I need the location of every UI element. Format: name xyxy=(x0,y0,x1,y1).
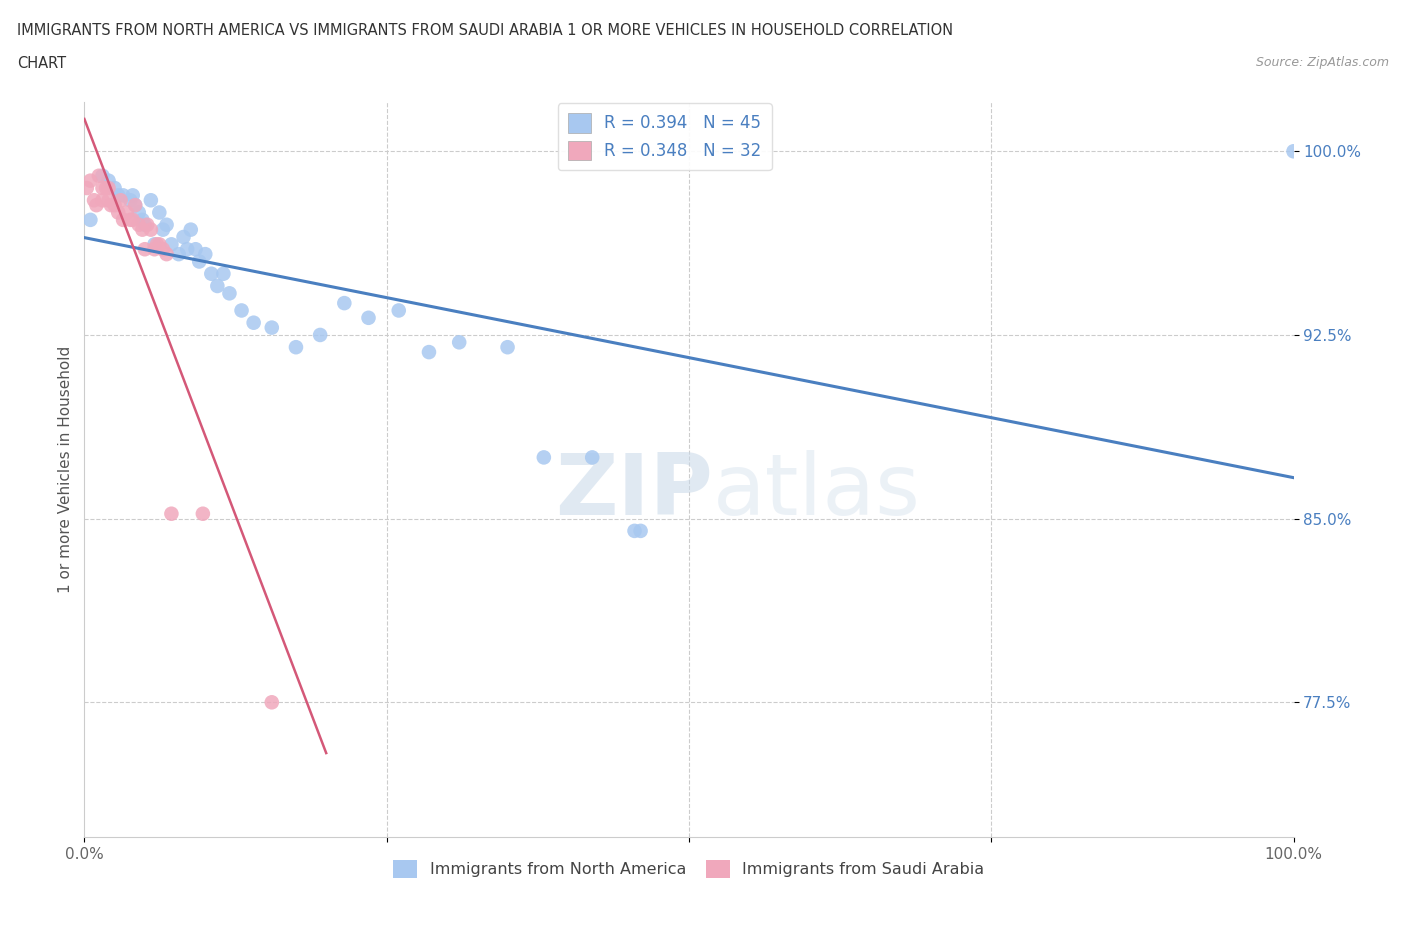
Point xyxy=(112,188,135,203)
Point xyxy=(107,206,129,220)
Point xyxy=(284,339,308,354)
Text: ZIP: ZIP xyxy=(555,450,713,533)
Legend: Immigrants from North America, Immigrants from Saudi Arabia: Immigrants from North America, Immigrant… xyxy=(387,854,991,884)
Point xyxy=(110,193,132,207)
Point xyxy=(191,506,214,521)
Point xyxy=(167,246,190,261)
Text: atlas: atlas xyxy=(713,450,921,533)
Point xyxy=(76,180,98,195)
Point xyxy=(143,242,166,257)
Point xyxy=(104,180,127,195)
Point xyxy=(97,193,120,207)
Point xyxy=(143,237,166,252)
Point xyxy=(131,212,153,227)
Point xyxy=(173,230,195,245)
Y-axis label: 1 or more Vehicles in Household: 1 or more Vehicles in Household xyxy=(58,346,73,593)
Point xyxy=(148,237,170,252)
Point xyxy=(112,212,135,227)
Point xyxy=(91,168,114,183)
Point xyxy=(121,212,143,227)
Point xyxy=(128,218,150,232)
Point xyxy=(152,222,174,237)
Point xyxy=(581,450,603,465)
Point xyxy=(496,339,519,354)
Point xyxy=(207,279,229,294)
Point xyxy=(87,168,110,183)
Point xyxy=(155,246,177,261)
Point xyxy=(139,193,162,207)
Point xyxy=(357,311,380,325)
Point xyxy=(200,266,222,281)
Point xyxy=(160,237,183,252)
Point xyxy=(100,198,122,213)
Point xyxy=(91,180,114,195)
Point xyxy=(97,173,120,188)
Point xyxy=(104,198,127,213)
Point xyxy=(218,286,240,300)
Point xyxy=(1282,144,1305,159)
Point xyxy=(160,506,183,521)
Point xyxy=(231,303,253,318)
Point xyxy=(86,198,108,213)
Point xyxy=(148,206,170,220)
Point xyxy=(120,212,142,227)
Text: IMMIGRANTS FROM NORTH AMERICA VS IMMIGRANTS FROM SAUDI ARABIA 1 OR MORE VEHICLES: IMMIGRANTS FROM NORTH AMERICA VS IMMIGRA… xyxy=(17,23,953,38)
Point xyxy=(91,193,114,207)
Point xyxy=(134,218,156,232)
Point xyxy=(115,206,138,220)
Text: Source: ZipAtlas.com: Source: ZipAtlas.com xyxy=(1256,56,1389,69)
Point xyxy=(131,222,153,237)
Point xyxy=(136,218,159,232)
Point xyxy=(309,327,332,342)
Point xyxy=(83,193,105,207)
Point xyxy=(120,193,142,207)
Point xyxy=(139,222,162,237)
Point xyxy=(176,242,198,257)
Point xyxy=(97,180,120,195)
Point xyxy=(194,246,217,261)
Point xyxy=(623,524,645,538)
Point xyxy=(79,212,101,227)
Point xyxy=(533,450,555,465)
Point xyxy=(212,266,235,281)
Point xyxy=(260,320,283,335)
Point xyxy=(152,242,174,257)
Point xyxy=(134,242,156,257)
Point xyxy=(121,188,143,203)
Point xyxy=(94,180,117,195)
Point xyxy=(180,222,202,237)
Point xyxy=(155,218,177,232)
Point xyxy=(388,303,411,318)
Point xyxy=(242,315,264,330)
Point xyxy=(418,345,440,360)
Point xyxy=(124,198,146,213)
Point xyxy=(128,206,150,220)
Point xyxy=(333,296,356,311)
Point xyxy=(260,695,283,710)
Point xyxy=(79,173,101,188)
Point xyxy=(449,335,471,350)
Point xyxy=(107,188,129,203)
Point xyxy=(188,254,211,269)
Text: CHART: CHART xyxy=(17,56,66,71)
Point xyxy=(184,242,207,257)
Point xyxy=(124,198,146,213)
Point xyxy=(630,524,652,538)
Point xyxy=(146,237,169,252)
